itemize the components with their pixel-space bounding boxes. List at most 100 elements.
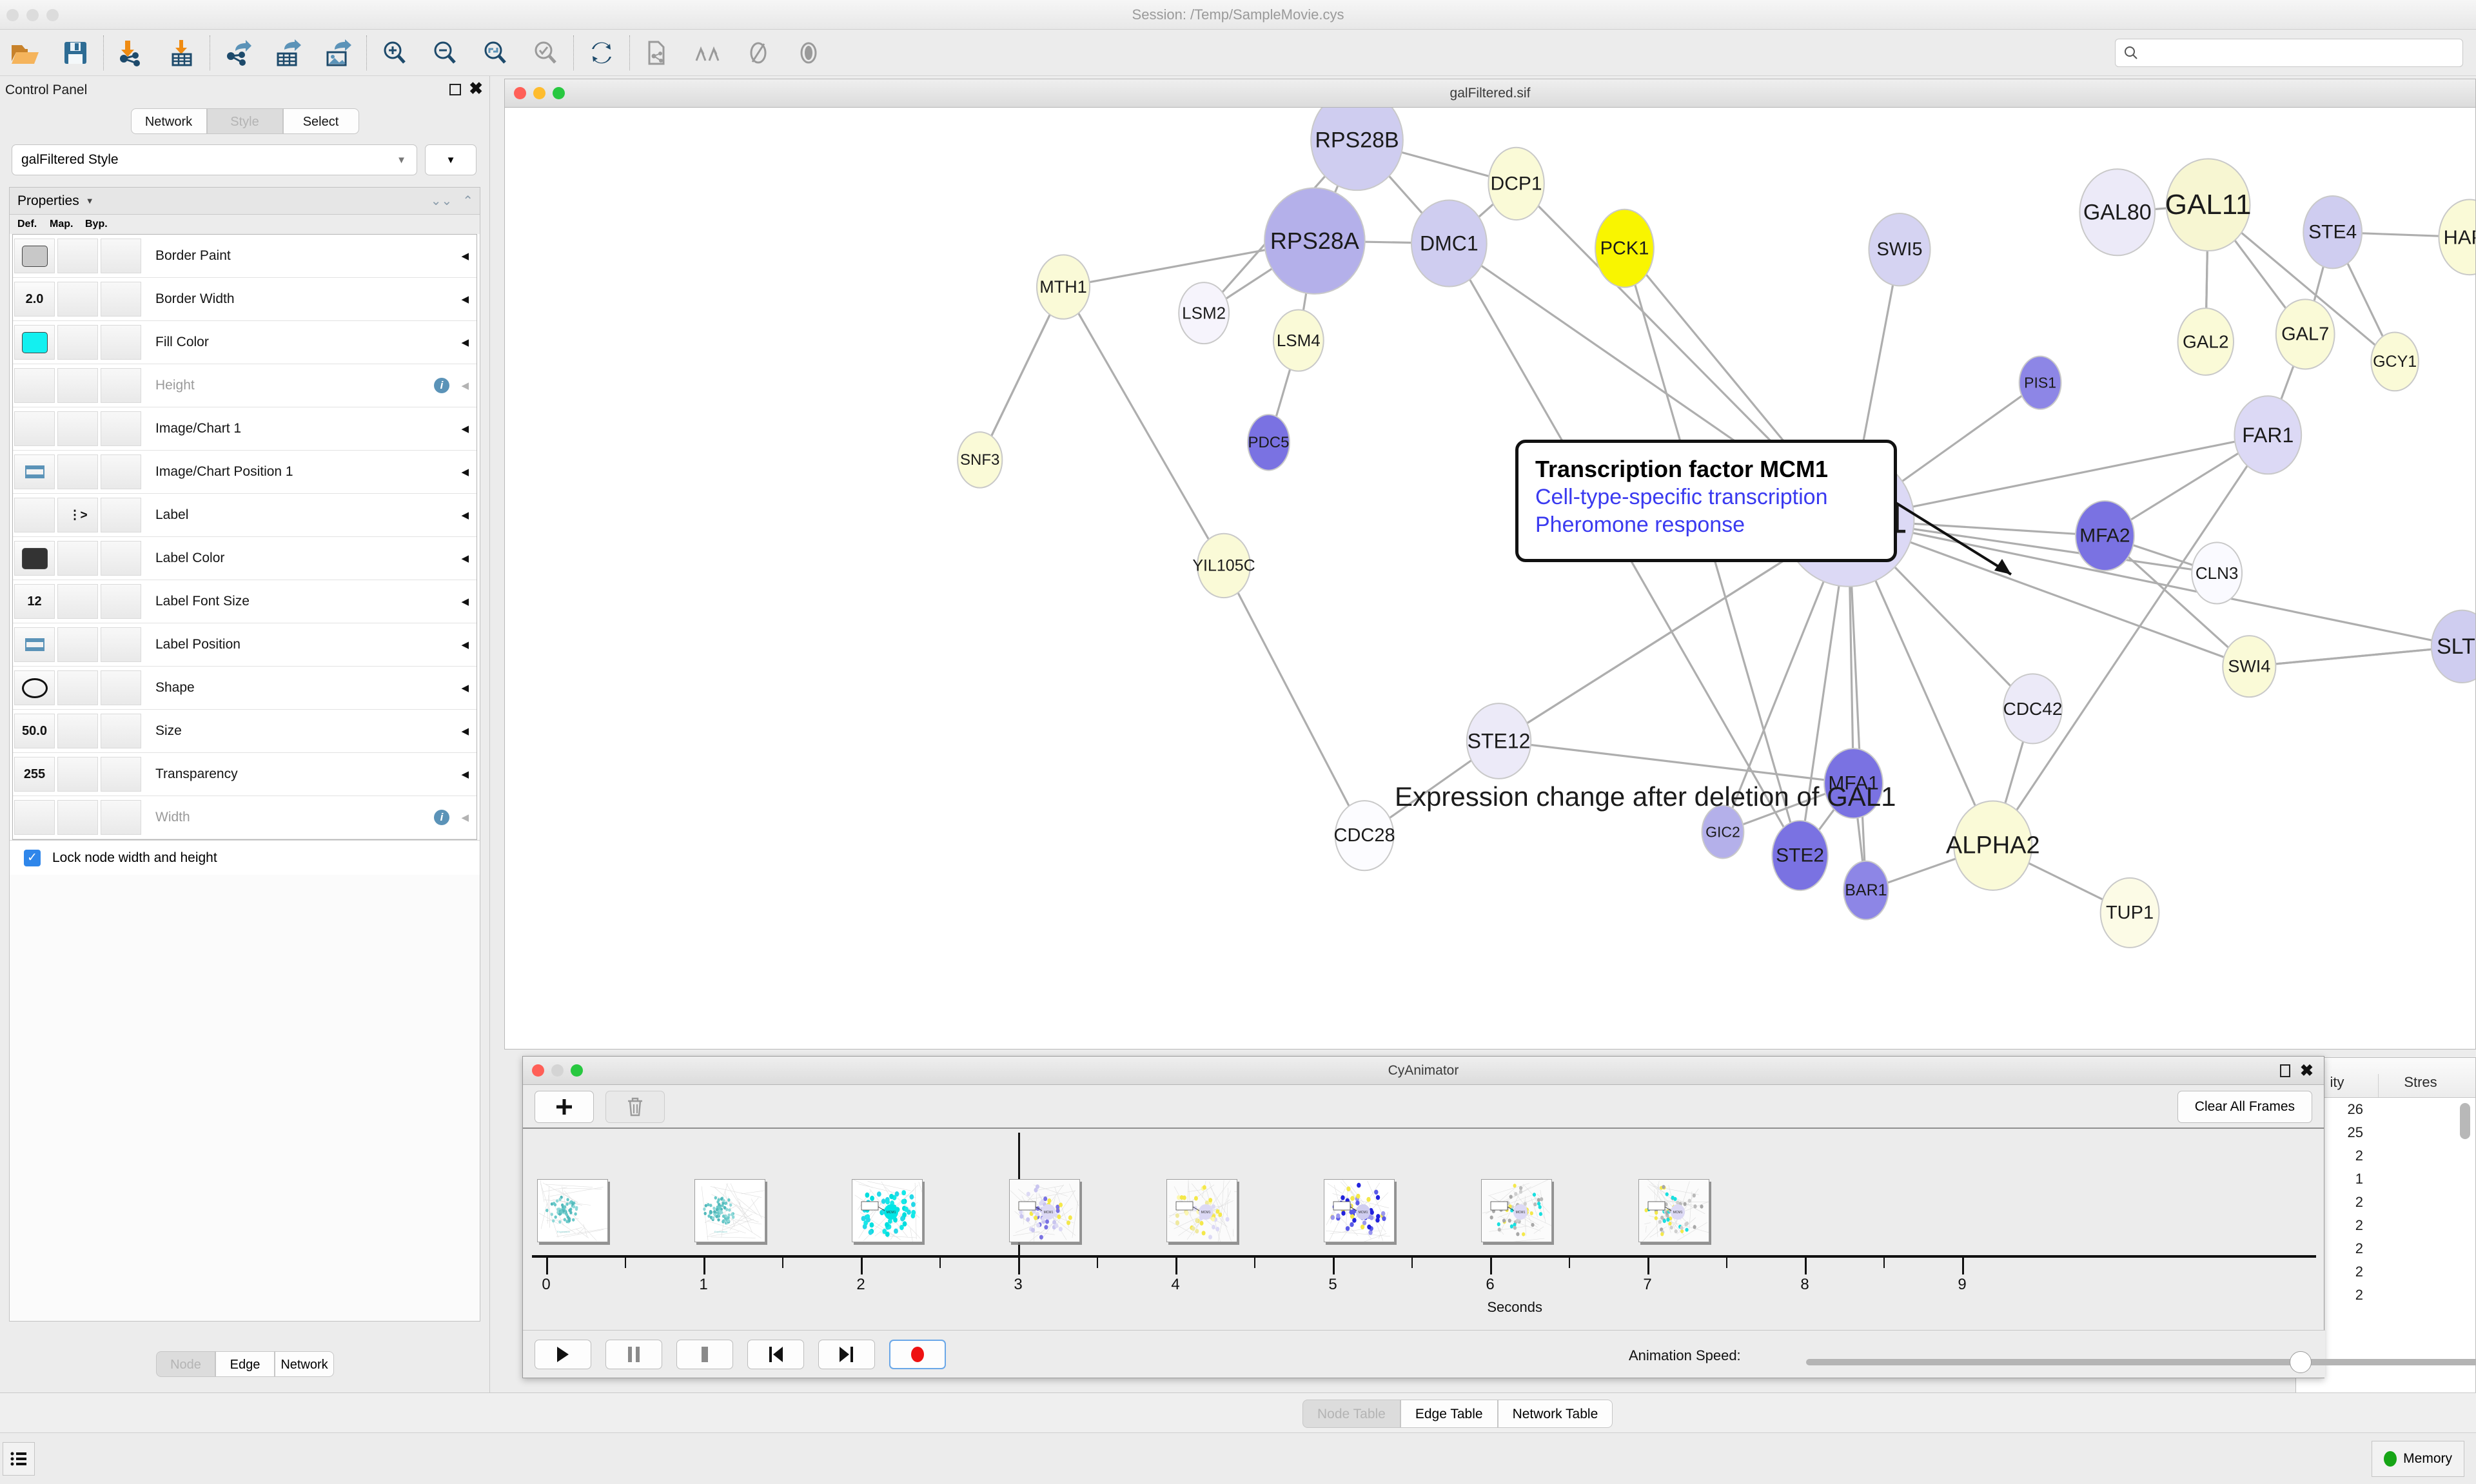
bottom-tab-network[interactable]: Network	[275, 1351, 334, 1377]
property-bypass-cell[interactable]	[101, 239, 141, 273]
property-row[interactable]: 2.0 Border Width ◀	[13, 278, 477, 321]
hide-eye-icon[interactable]	[733, 30, 783, 76]
property-row[interactable]: Label Color ◀	[13, 537, 477, 580]
tab-node-table[interactable]: Node Table	[1302, 1400, 1400, 1428]
property-default-cell[interactable]: 2.0	[14, 282, 55, 317]
property-bypass-cell[interactable]	[101, 627, 141, 662]
property-mapping-cell[interactable]	[57, 670, 98, 705]
timeline-frame[interactable]: Expression	[694, 1179, 765, 1242]
zoom-fit-icon[interactable]	[470, 30, 520, 76]
zoom-selected-icon[interactable]	[520, 30, 571, 76]
timeline-frame[interactable]: Expression	[537, 1179, 608, 1242]
timeline-frame[interactable]: MCM1	[1638, 1179, 1709, 1242]
property-bypass-cell[interactable]	[101, 584, 141, 619]
node-ellipse[interactable]	[1264, 187, 1366, 295]
property-mapping-cell[interactable]	[57, 627, 98, 662]
delete-frame-button[interactable]	[605, 1091, 665, 1123]
node-ellipse[interactable]	[2430, 609, 2475, 684]
node-ellipse[interactable]	[2222, 635, 2277, 698]
property-row[interactable]: Image/Chart 1 ◀	[13, 407, 477, 451]
export-network-icon[interactable]	[213, 30, 263, 76]
node-ellipse[interactable]	[1196, 532, 1252, 599]
property-default-cell[interactable]	[14, 498, 55, 532]
network-node[interactable]: HAP2	[2438, 199, 2475, 276]
export-image-icon[interactable]	[313, 30, 364, 76]
show-task-list-button[interactable]	[3, 1442, 35, 1476]
property-mapping-cell[interactable]	[57, 454, 98, 489]
pause-button[interactable]	[605, 1340, 662, 1369]
node-ellipse[interactable]	[2165, 158, 2251, 252]
color-swatch[interactable]	[21, 331, 48, 353]
maximize-window-dot[interactable]	[571, 1064, 583, 1077]
network-node[interactable]: TUP1	[2099, 877, 2160, 948]
property-default-cell[interactable]	[14, 368, 55, 403]
node-ellipse[interactable]	[1868, 212, 1931, 287]
node-ellipse[interactable]	[1272, 309, 1324, 372]
eye-icon[interactable]	[783, 30, 834, 76]
property-bypass-cell[interactable]	[101, 541, 141, 576]
float-panel-icon[interactable]	[2280, 1064, 2290, 1077]
import-network-icon[interactable]	[106, 30, 157, 76]
property-mapping-cell[interactable]	[57, 757, 98, 792]
property-default-cell[interactable]: 12	[14, 584, 55, 619]
network-node[interactable]: PDC5	[1247, 414, 1290, 471]
node-ellipse[interactable]	[1410, 199, 1488, 288]
network-node[interactable]: ALPHA2	[1946, 800, 2040, 891]
network-node[interactable]: SNF3	[957, 431, 1003, 489]
expand-arrow-icon[interactable]: ◀	[461, 294, 469, 305]
record-button[interactable]	[889, 1340, 946, 1369]
property-mapping-cell[interactable]	[57, 325, 98, 360]
network-node[interactable]: MFA2	[2075, 500, 2135, 572]
expand-arrow-icon[interactable]: ◀	[461, 596, 469, 607]
close-icon[interactable]: ✖	[469, 79, 483, 98]
node-ellipse[interactable]	[2234, 395, 2303, 475]
close-icon[interactable]: ✖	[2300, 1062, 2314, 1080]
node-ellipse[interactable]	[2438, 199, 2475, 276]
table-column-centrality[interactable]: ity	[2296, 1074, 2379, 1097]
maximize-window-dot[interactable]	[553, 87, 565, 99]
table-row[interactable]: 25	[2296, 1121, 2475, 1144]
info-icon[interactable]: i	[434, 378, 449, 393]
network-node[interactable]: GAL7	[2275, 298, 2335, 370]
tab-style[interactable]: Style	[206, 108, 283, 134]
node-ellipse[interactable]	[1843, 860, 1889, 921]
property-mapping-cell[interactable]	[57, 541, 98, 576]
lock-checkbox[interactable]: ✓	[24, 849, 41, 866]
property-default-cell[interactable]	[14, 239, 55, 273]
chevron-down-icon[interactable]: ▼	[85, 196, 94, 206]
info-icon[interactable]: i	[434, 810, 449, 825]
maximize-window-dot[interactable]	[46, 9, 59, 21]
zoom-in-icon[interactable]	[369, 30, 420, 76]
node-ellipse[interactable]	[957, 431, 1003, 489]
table-row[interactable]: 2	[2296, 1237, 2475, 1260]
property-bypass-cell[interactable]	[101, 757, 141, 792]
network-node[interactable]: CLN3	[2191, 542, 2243, 605]
zoom-out-icon[interactable]	[420, 30, 470, 76]
node-ellipse[interactable]	[1953, 800, 2033, 891]
property-mapping-cell[interactable]	[57, 282, 98, 317]
skip-start-button[interactable]	[747, 1340, 804, 1369]
search-input[interactable]	[2145, 46, 2455, 60]
floppy-save-icon[interactable]	[50, 30, 101, 76]
play-button[interactable]	[535, 1340, 591, 1369]
lock-width-height-row[interactable]: ✓ Lock node width and height	[10, 840, 480, 875]
color-swatch[interactable]	[21, 245, 48, 267]
expand-arrow-icon[interactable]: ◀	[461, 812, 469, 823]
timeline-frame[interactable]: MCM1	[1009, 1179, 1080, 1242]
network-node[interactable]: STE2	[1771, 820, 1829, 892]
refresh-icon[interactable]	[576, 30, 627, 76]
network-node[interactable]: FAR1	[2234, 395, 2303, 475]
property-row[interactable]: Label Position ◀	[13, 623, 477, 667]
network-node[interactable]: CDC42	[2003, 673, 2063, 745]
node-ellipse[interactable]	[2079, 168, 2156, 257]
network-edge[interactable]	[1498, 739, 1854, 785]
property-bypass-cell[interactable]	[101, 282, 141, 317]
property-default-cell[interactable]	[14, 541, 55, 576]
animation-speed-thumb[interactable]	[2290, 1351, 2312, 1373]
node-ellipse[interactable]	[2191, 542, 2243, 605]
network-edge[interactable]	[1223, 565, 1366, 836]
network-edge[interactable]	[1848, 434, 2268, 521]
property-mapping-cell[interactable]	[57, 714, 98, 748]
node-ellipse[interactable]	[1310, 108, 1404, 191]
style-options-button[interactable]: ▼	[425, 144, 477, 175]
